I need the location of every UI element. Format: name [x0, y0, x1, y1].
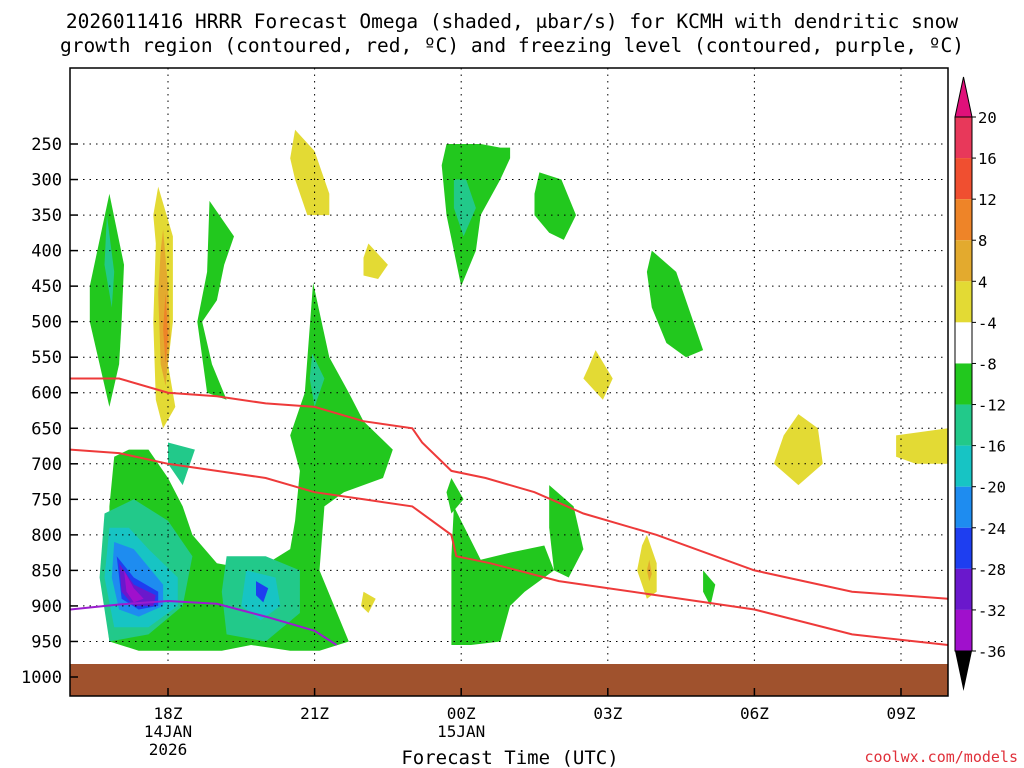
omega-region-11	[453, 179, 476, 237]
omega-region-6	[451, 506, 554, 645]
colorbar-segment--20	[955, 486, 972, 528]
contour-lines	[70, 377, 949, 646]
colorbar-segment-8	[955, 240, 972, 282]
colorbar-segment-16	[955, 158, 972, 200]
colorbar-label-20: 20	[978, 109, 997, 127]
omega-region-26	[290, 129, 330, 216]
colorbar-label--20: -20	[978, 479, 1006, 497]
y-tick-label-500: 500	[31, 313, 62, 333]
colorbar-segment-20	[955, 117, 972, 159]
x-tick-label-03Z-0: 03Z	[593, 704, 622, 723]
omega-region-24	[158, 229, 171, 386]
y-tick-label-450: 450	[31, 277, 62, 297]
x-tick-label-06Z-0: 06Z	[740, 704, 769, 723]
colorbar-label--28: -28	[978, 561, 1006, 579]
colorbar-label-16: 16	[978, 150, 997, 168]
y-tick-label-1000: 1000	[21, 668, 62, 688]
omega-region-32	[773, 414, 823, 486]
x-tick-label-18Z-0: 18Z	[154, 704, 183, 723]
colorbar-segment--32	[955, 609, 972, 651]
colorbar-bottom-arrow	[955, 651, 972, 691]
omega-region-5	[646, 250, 704, 358]
colorbar-label--32: -32	[978, 602, 1006, 620]
y-tick-label-900: 900	[31, 597, 62, 617]
x-tick-label-18Z-2: 2026	[149, 740, 188, 759]
omega-region-7	[549, 485, 584, 578]
colorbar-segment-12	[955, 199, 972, 241]
colorbar-segment--12	[955, 404, 972, 446]
colorbar: 20 16 12 8 4 -4 -8 -12 -16 -20 -24 -28 -32 -36	[954, 76, 1006, 691]
y-tick-label-350: 350	[31, 206, 62, 226]
colorbar-label--16: -16	[978, 438, 1006, 456]
colorbar-frame	[954, 116, 973, 652]
chart-title-line1: 2026011416 HRRR Forecast Omega (shaded, …	[66, 10, 958, 33]
colorbar-label--4: -4	[978, 314, 997, 332]
dgz-contour--18C	[70, 448, 949, 646]
omega-region-21	[119, 563, 156, 606]
omega-region-10	[104, 215, 115, 308]
omega-region-8	[446, 478, 464, 514]
omega-region-29	[637, 534, 657, 599]
omega-region-25	[163, 293, 168, 365]
colorbar-label-12: 12	[978, 191, 997, 209]
omega-region-4	[534, 172, 576, 240]
x-axis-label: Forecast Time (UTC)	[401, 747, 618, 768]
colorbar-segment--8	[955, 363, 972, 405]
y-tick-label-550: 550	[31, 348, 62, 368]
omega-region-33	[896, 428, 948, 464]
y-tick-label-950: 950	[31, 632, 62, 652]
omega-region-28	[583, 350, 613, 400]
omega-region-22	[124, 570, 144, 603]
colorbar-segment--16	[955, 445, 972, 487]
colorbar-label--24: -24	[978, 520, 1006, 538]
omega-region-20	[256, 581, 269, 603]
x-tick-label-09Z-0: 09Z	[887, 704, 916, 723]
colorbar-label--8: -8	[978, 355, 997, 373]
colorbar-top-arrow	[954, 76, 973, 118]
y-tick-label-700: 700	[31, 455, 62, 475]
y-tick-label-850: 850	[31, 561, 62, 581]
omega-region-12	[309, 353, 325, 407]
omega-region-2	[197, 200, 234, 400]
colorbar-label--36: -36	[978, 643, 1006, 661]
plot-frame	[69, 67, 949, 697]
y-axis: 250 300 350 400 450 500 550 600 650 700 750 800 850 9…	[21, 135, 78, 688]
ground-surface	[70, 664, 948, 696]
omega-region-9	[703, 570, 716, 606]
chart-title-line2: growth region (contoured, red, ºC) and f…	[60, 34, 964, 57]
y-tick-label-300: 300	[31, 171, 62, 191]
omega-region-27	[363, 243, 388, 279]
omega-region-1	[89, 193, 124, 407]
colorbar-label--12: -12	[978, 397, 1006, 415]
freezing-level-contour	[70, 599, 338, 646]
y-tick-label-750: 750	[31, 490, 62, 510]
y-tick-label-650: 650	[31, 419, 62, 439]
colorbar-label-8: 8	[978, 232, 987, 250]
x-tick-label-21Z-0: 21Z	[300, 704, 329, 723]
colorbar-segment--4	[955, 322, 972, 364]
y-tick-label-600: 600	[31, 384, 62, 404]
x-tick-label-18Z-1: 14JAN	[144, 722, 192, 741]
colorbar-segment--28	[955, 568, 972, 610]
gridlines	[70, 68, 948, 696]
colorbar-label-4: 4	[978, 273, 987, 291]
dgz-contour--12C	[70, 377, 949, 600]
y-tick-label-800: 800	[31, 526, 62, 546]
x-tick-label-00Z-0: 00Z	[447, 704, 476, 723]
x-tick-label-00Z-1: 15JAN	[437, 722, 485, 741]
colorbar-segment--24	[955, 527, 972, 569]
y-tick-label-250: 250	[31, 135, 62, 155]
watermark: coolwx.com/models	[864, 748, 1018, 766]
colorbar-segment-4	[955, 281, 972, 323]
y-tick-label-400: 400	[31, 242, 62, 262]
omega-region-31	[361, 591, 376, 613]
